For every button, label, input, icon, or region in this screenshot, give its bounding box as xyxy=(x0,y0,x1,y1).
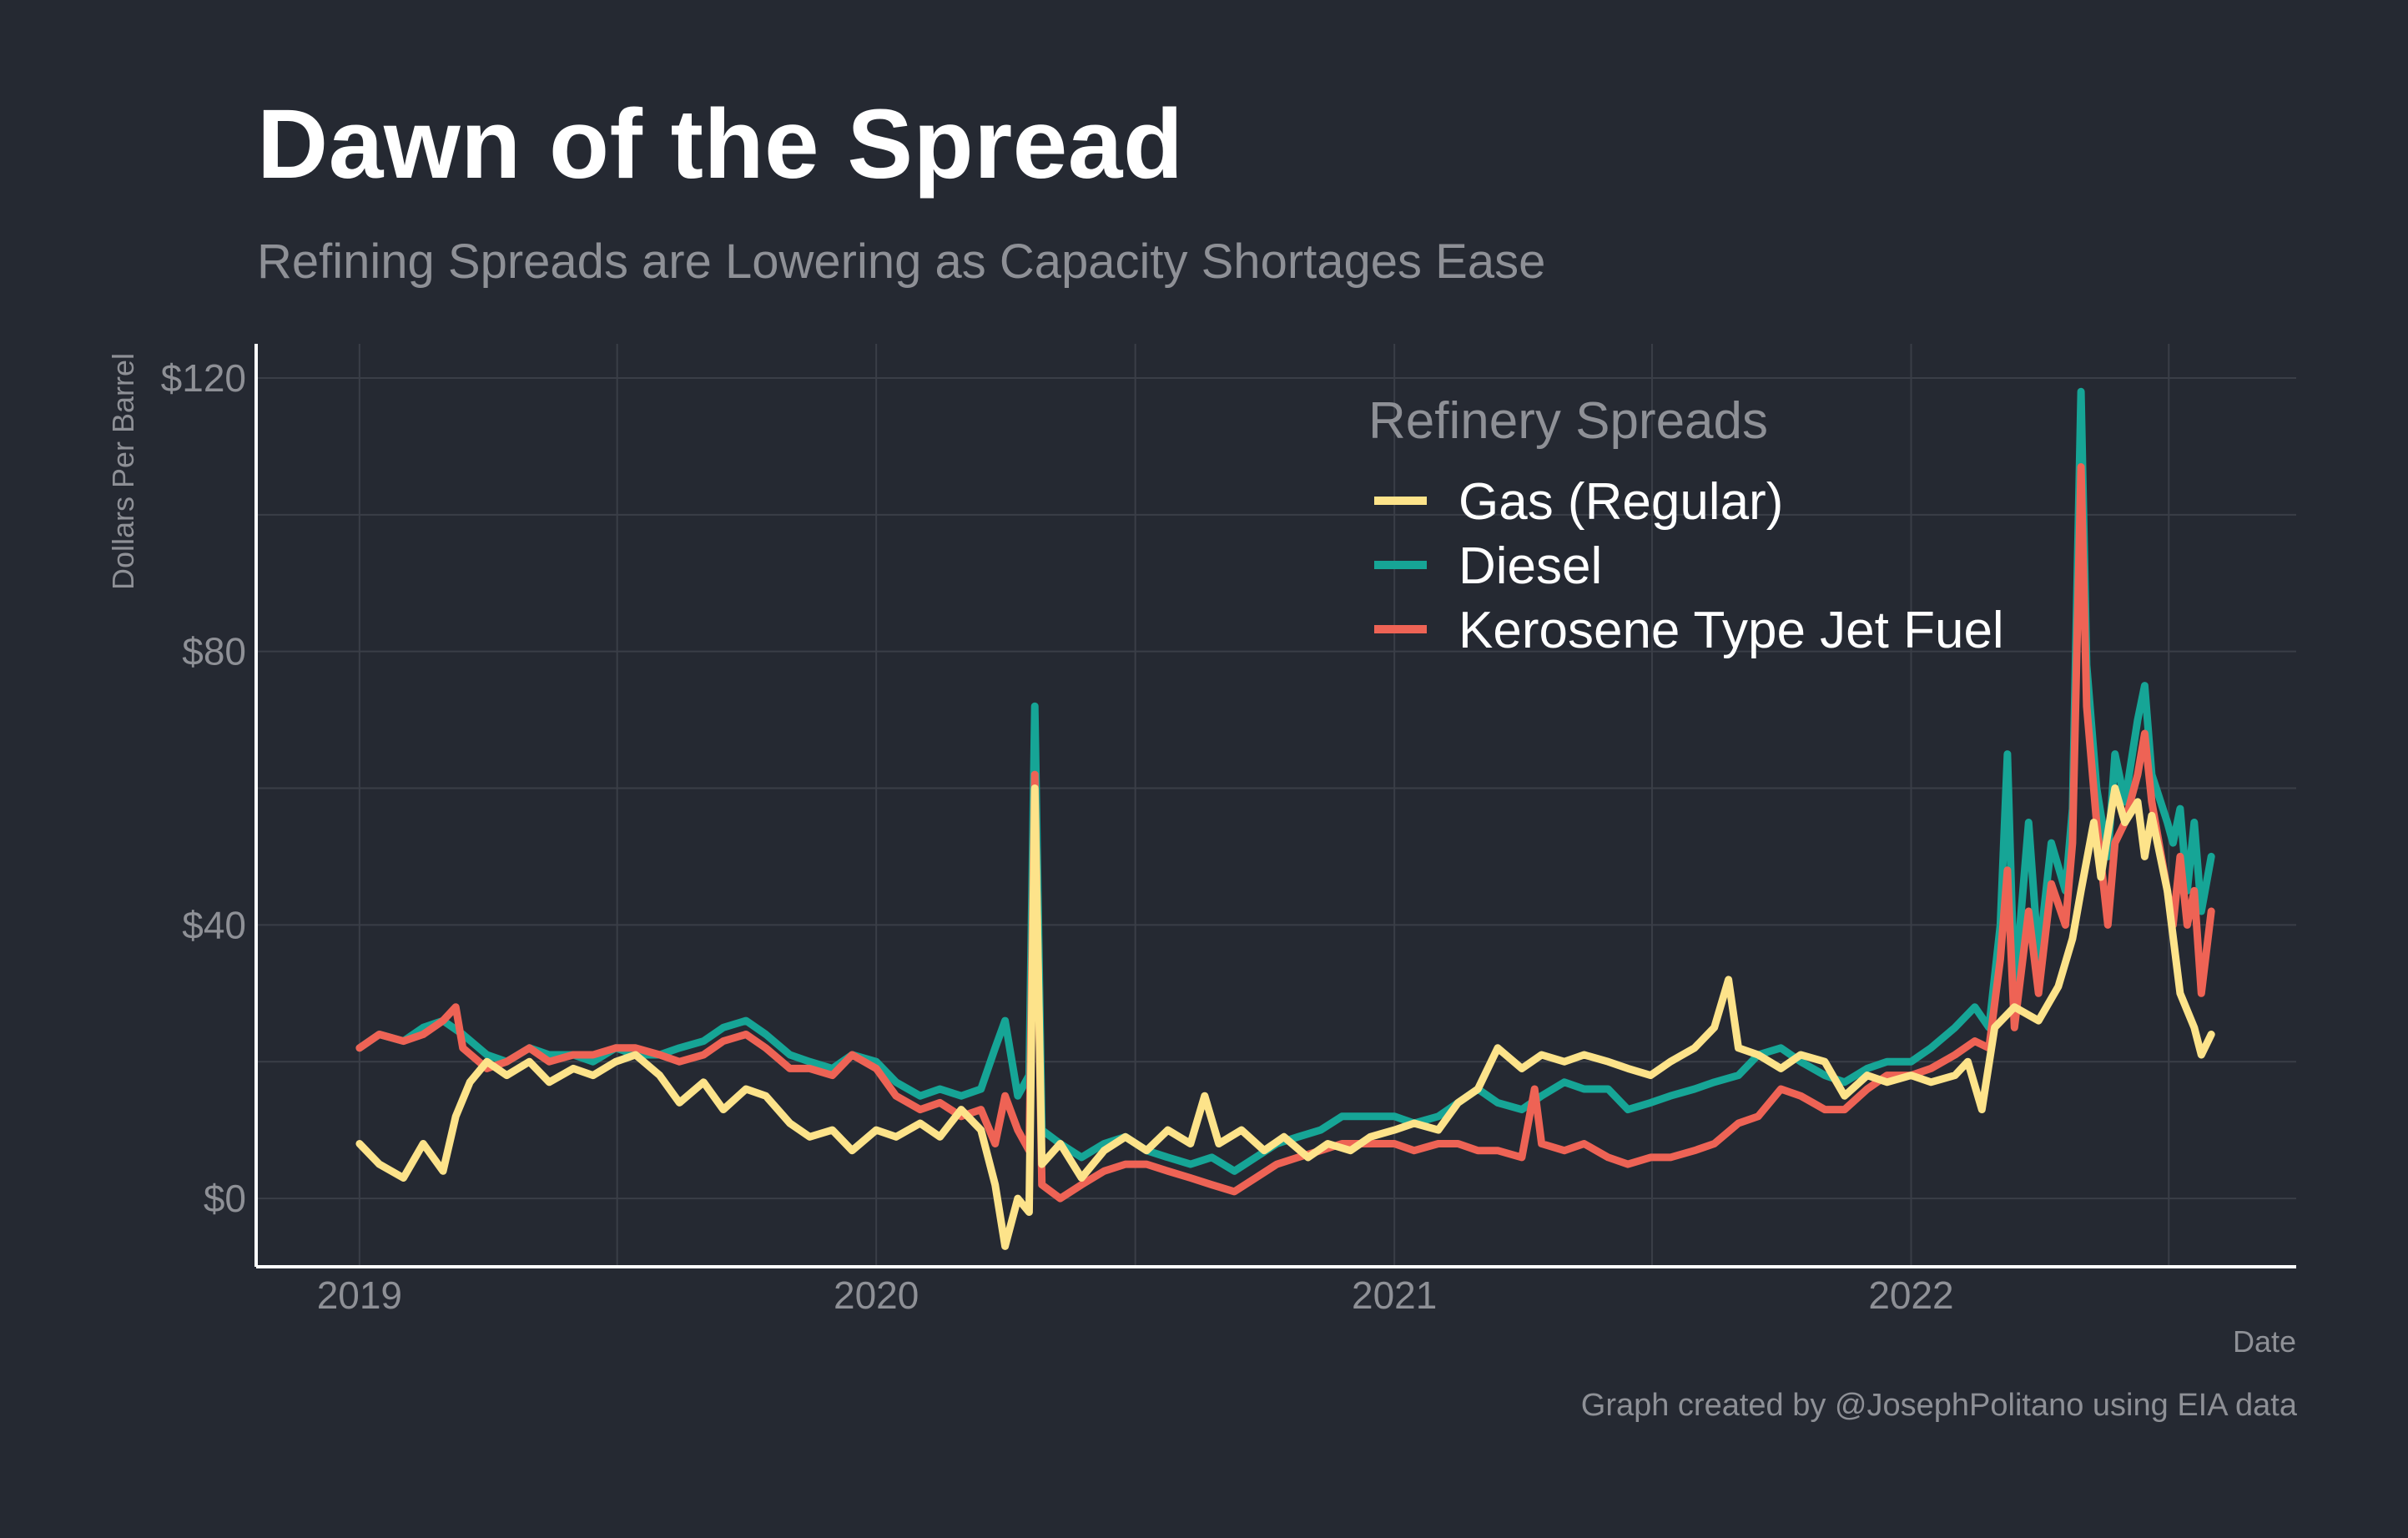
series-line-gas xyxy=(355,784,2215,1250)
series-line-diesel xyxy=(355,387,2215,1175)
y-axis-title: Dollars Per Barrel xyxy=(106,353,140,590)
x-tick-label: 2022 xyxy=(1868,1273,1953,1317)
series-lines xyxy=(355,387,2215,1250)
x-axis-title: Date xyxy=(2233,1324,2296,1359)
legend-label: Diesel xyxy=(1458,537,1602,595)
chart-subtitle: Refining Spreads are Lowering as Capacit… xyxy=(257,234,1546,289)
x-tick-label: 2021 xyxy=(1352,1273,1437,1317)
legend-title: Refinery Spreads xyxy=(1368,392,1768,450)
x-tick-label: 2020 xyxy=(834,1273,919,1317)
series-line-jet-fuel xyxy=(355,463,2215,1203)
grid-lines xyxy=(256,344,2296,1267)
y-tick-label: $120 xyxy=(161,356,246,400)
chart-title: Dawn of the Spread xyxy=(257,89,1184,199)
y-tick-label: $80 xyxy=(182,630,246,673)
y-tick-labels: $0 $40 $80 $120 xyxy=(161,356,246,1220)
y-tick-label: $40 xyxy=(182,903,246,946)
x-tick-labels: 2019 2020 2021 2022 xyxy=(317,1273,1954,1317)
y-tick-label: $0 xyxy=(204,1177,246,1220)
source-caption: Graph created by @JosephPolitano using E… xyxy=(1580,1388,2297,1423)
legend-label: Kerosene Type Jet Fuel xyxy=(1458,602,2004,659)
legend-label: Gas (Regular) xyxy=(1458,473,1783,531)
legend: Refinery Spreads Gas (Regular) Diesel Kero… xyxy=(1368,392,2004,659)
axes xyxy=(254,344,2296,1268)
x-tick-label: 2019 xyxy=(317,1273,402,1317)
